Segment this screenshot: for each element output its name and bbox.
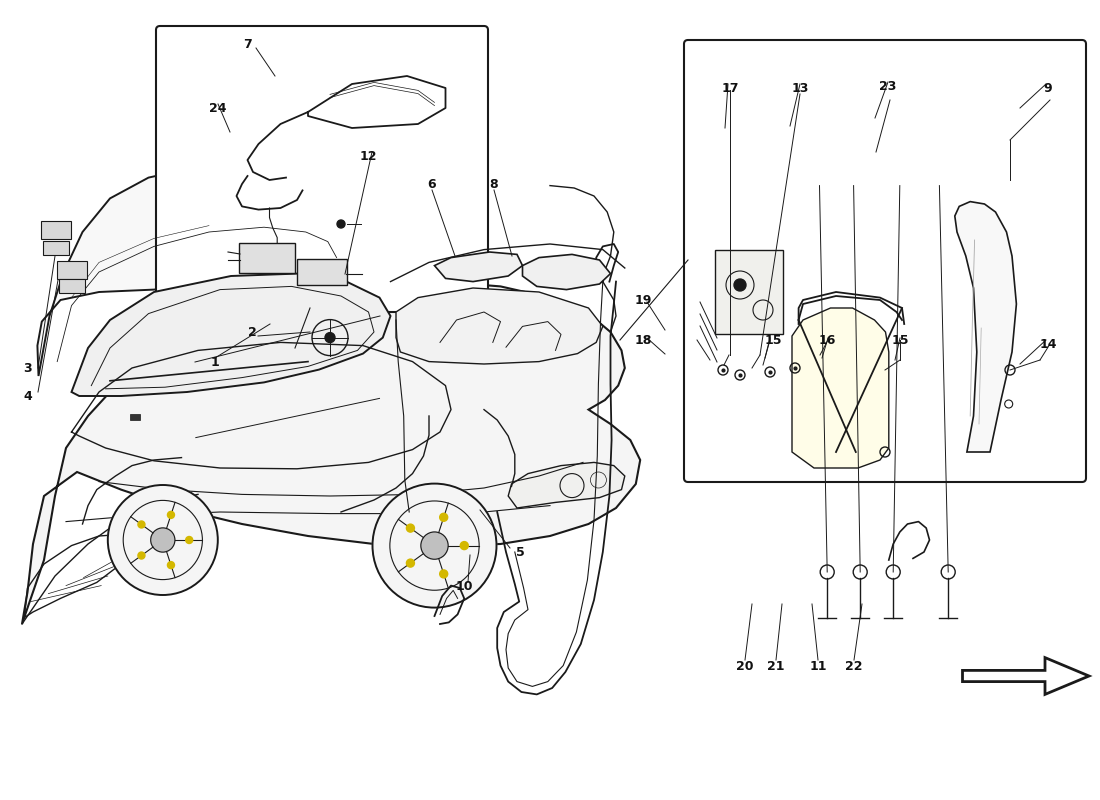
Text: 15: 15 — [891, 334, 909, 346]
Circle shape — [167, 562, 175, 569]
Text: 23: 23 — [879, 79, 896, 93]
Text: 14: 14 — [1040, 338, 1057, 350]
Text: 12: 12 — [360, 150, 376, 162]
Text: a passion since: a passion since — [268, 442, 492, 538]
Circle shape — [734, 279, 746, 291]
Text: 11: 11 — [810, 659, 827, 673]
Circle shape — [440, 514, 448, 522]
Text: 15: 15 — [764, 334, 782, 346]
Text: 10: 10 — [455, 579, 473, 593]
FancyBboxPatch shape — [59, 279, 85, 293]
FancyBboxPatch shape — [715, 250, 783, 334]
Polygon shape — [962, 658, 1089, 694]
Text: 21: 21 — [768, 659, 784, 673]
Text: 13: 13 — [791, 82, 808, 94]
FancyBboxPatch shape — [57, 261, 87, 279]
FancyBboxPatch shape — [684, 40, 1086, 482]
Text: 17: 17 — [722, 82, 739, 94]
Circle shape — [138, 552, 145, 559]
Circle shape — [460, 542, 469, 550]
Circle shape — [406, 524, 415, 532]
Circle shape — [337, 220, 345, 228]
Polygon shape — [396, 288, 603, 364]
Circle shape — [421, 532, 448, 559]
Text: 8: 8 — [490, 178, 498, 190]
Text: 22: 22 — [845, 659, 862, 673]
Polygon shape — [522, 254, 611, 290]
Text: 20: 20 — [736, 659, 754, 673]
Circle shape — [138, 521, 145, 528]
Text: 7: 7 — [243, 38, 252, 50]
Text: 4: 4 — [23, 390, 32, 402]
Bar — [130, 414, 140, 420]
Polygon shape — [434, 252, 522, 282]
Circle shape — [373, 483, 496, 608]
Text: 19: 19 — [635, 294, 651, 306]
Text: 24: 24 — [209, 102, 227, 114]
Text: 2: 2 — [248, 326, 256, 338]
Circle shape — [186, 537, 192, 543]
Text: 18: 18 — [635, 334, 651, 346]
Text: 1: 1 — [210, 357, 219, 370]
Circle shape — [440, 570, 448, 578]
Polygon shape — [22, 282, 640, 624]
FancyBboxPatch shape — [43, 241, 69, 255]
FancyBboxPatch shape — [297, 259, 346, 285]
Polygon shape — [955, 202, 1016, 452]
Circle shape — [167, 511, 175, 518]
Text: 9: 9 — [1044, 82, 1053, 94]
FancyBboxPatch shape — [156, 26, 488, 312]
Text: 6: 6 — [428, 178, 437, 190]
Circle shape — [108, 485, 218, 595]
Polygon shape — [37, 164, 339, 376]
Polygon shape — [508, 462, 625, 508]
Text: 16: 16 — [818, 334, 836, 346]
FancyBboxPatch shape — [41, 221, 72, 239]
Text: 3: 3 — [24, 362, 32, 374]
FancyBboxPatch shape — [239, 243, 295, 273]
Polygon shape — [72, 274, 390, 396]
Text: 5: 5 — [516, 546, 525, 558]
Polygon shape — [792, 308, 889, 468]
Circle shape — [324, 333, 336, 342]
Circle shape — [151, 528, 175, 552]
Circle shape — [406, 559, 415, 567]
